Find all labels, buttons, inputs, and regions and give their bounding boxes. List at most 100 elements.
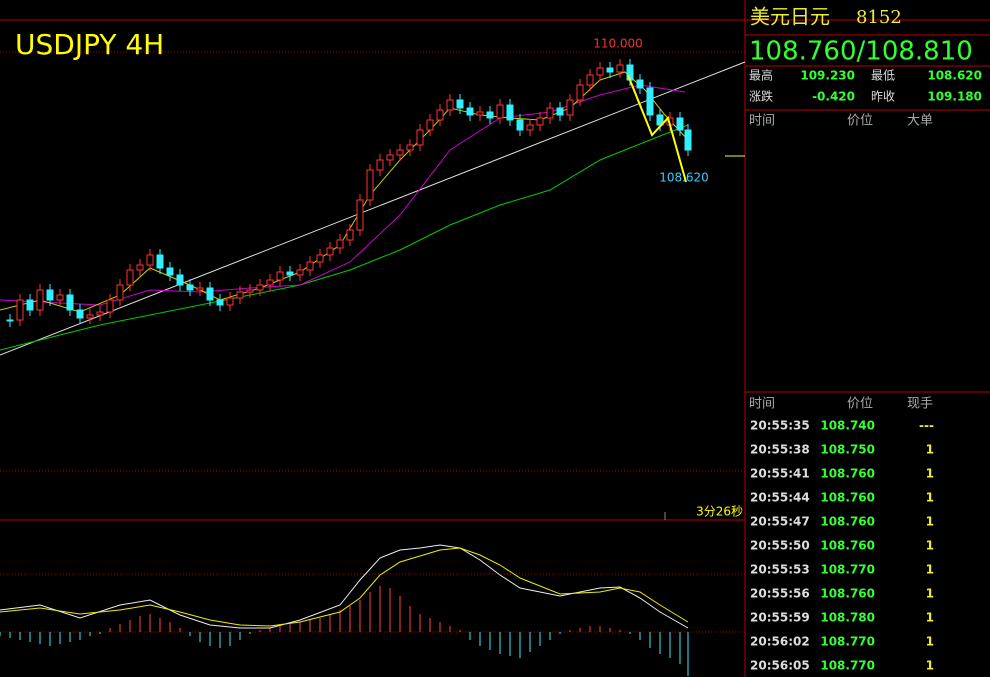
quote-label: 昨收 (871, 90, 895, 104)
candle-body (196, 287, 204, 291)
ma-green (0, 124, 689, 351)
candle-body (146, 254, 154, 266)
candle-body (246, 289, 254, 293)
symbol-code: 8152 (856, 7, 902, 28)
price: 108.760/108.810 (749, 37, 973, 67)
low-label: 108.620 (659, 171, 709, 185)
candle-body (106, 299, 114, 313)
candle-body (286, 271, 294, 276)
high-label: 110.000 (593, 37, 643, 51)
tick-volume: 1 (926, 587, 934, 601)
candles (6, 59, 692, 327)
candle-body (596, 67, 604, 76)
trend-line (0, 61, 746, 356)
candle-body (206, 287, 214, 301)
candle-body (326, 247, 334, 256)
candle-body (376, 159, 384, 171)
candle-body (296, 269, 304, 276)
tick-volume: 1 (926, 611, 934, 625)
candle-body (636, 79, 644, 89)
tick-volume: 1 (926, 443, 934, 457)
column-header: 价位 (847, 114, 873, 129)
candle-body (406, 144, 414, 151)
tick-price: 108.770 (820, 659, 875, 673)
candle-body (516, 119, 524, 131)
tick-volume: 1 (926, 563, 934, 577)
candle-body (616, 64, 624, 73)
candle-body (126, 269, 134, 286)
column-header: 大单 (907, 114, 933, 129)
candle-body (216, 299, 224, 306)
quote-value: 109.180 (927, 90, 982, 104)
tick-price: 108.740 (820, 419, 875, 433)
candle-body (226, 297, 234, 306)
tick-volume: 1 (926, 539, 934, 553)
candle-body (366, 169, 374, 201)
column-header: 时间 (749, 114, 775, 129)
tick-volume: 1 (926, 491, 934, 505)
candle-body (496, 104, 504, 119)
candle-body (116, 284, 124, 301)
candle-body (684, 129, 692, 151)
candle-body (506, 104, 514, 121)
candle-body (646, 87, 654, 116)
candle-body (346, 229, 354, 241)
candle-body (396, 149, 404, 156)
tick-time: 20:55:59 (750, 611, 810, 625)
candle-body (136, 264, 144, 271)
candle-body (656, 114, 664, 126)
candle-body (56, 294, 64, 301)
candle-body (176, 274, 184, 286)
quote-label: 最高 (749, 68, 773, 83)
candle-body (156, 254, 164, 269)
column-header: 时间 (749, 397, 775, 412)
tick-volume: 1 (926, 659, 934, 673)
candle-body (46, 289, 54, 301)
candle-body (6, 319, 14, 322)
candle-body (576, 84, 584, 101)
candle-body (536, 117, 544, 126)
candle-body (466, 107, 474, 116)
quote-value: -0.420 (812, 90, 855, 104)
symbol-name: 美元日元 (750, 5, 830, 29)
candle-body (356, 199, 364, 231)
tick-price: 108.760 (820, 491, 875, 505)
tick-price: 108.760 (820, 587, 875, 601)
candle-body (336, 239, 344, 249)
tick-time: 20:55:50 (750, 539, 810, 553)
tick-price: 108.760 (820, 539, 875, 553)
tick-time: 20:55:35 (750, 419, 810, 433)
candle-body (256, 284, 264, 291)
quote-label: 最低 (871, 69, 895, 83)
tick-price: 108.750 (820, 443, 875, 457)
tick-price: 108.770 (820, 635, 875, 649)
candle-body (316, 254, 324, 263)
quote-value: 109.230 (800, 69, 855, 83)
candle-body (546, 107, 554, 119)
candle-body (476, 111, 484, 116)
tick-time: 20:55:56 (750, 587, 810, 601)
candle-body (276, 271, 284, 281)
quote-value: 108.620 (927, 69, 982, 83)
candle-body (96, 311, 104, 316)
candle-body (446, 99, 454, 111)
tick-price: 108.760 (820, 515, 875, 529)
candle-body (456, 99, 464, 109)
candle-body (586, 74, 594, 86)
candle-body (676, 117, 684, 131)
candle-body (236, 291, 244, 299)
candle-body (566, 99, 574, 116)
arrow-path (627, 74, 687, 183)
quote-label: 涨跌 (749, 89, 773, 104)
candle-body (436, 109, 444, 121)
tick-price: 108.760 (820, 467, 875, 481)
candle-body (76, 309, 84, 319)
candle-body (606, 67, 614, 73)
candle-body (556, 107, 564, 116)
candle-body (66, 294, 74, 311)
tick-time: 20:55:44 (750, 491, 810, 505)
candle-body (386, 154, 394, 161)
